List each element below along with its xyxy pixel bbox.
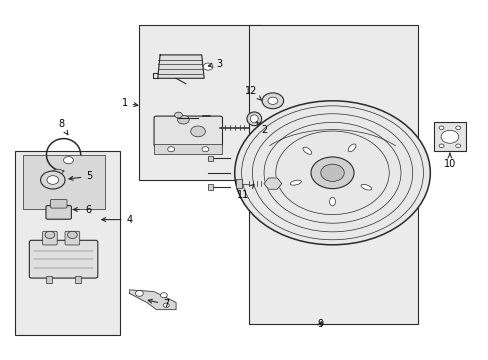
Circle shape bbox=[267, 97, 277, 104]
Circle shape bbox=[455, 126, 460, 130]
Bar bbox=[207, 156, 212, 161]
Bar bbox=[75, 276, 81, 283]
Bar bbox=[154, 144, 222, 154]
Text: 11: 11 bbox=[236, 184, 253, 200]
Circle shape bbox=[45, 231, 55, 238]
FancyBboxPatch shape bbox=[50, 199, 67, 208]
Bar bbox=[249, 25, 417, 324]
Circle shape bbox=[455, 144, 460, 148]
Text: 8: 8 bbox=[58, 119, 68, 135]
FancyBboxPatch shape bbox=[65, 231, 80, 245]
Ellipse shape bbox=[246, 112, 261, 126]
Circle shape bbox=[135, 291, 143, 296]
Ellipse shape bbox=[360, 184, 371, 190]
Ellipse shape bbox=[347, 144, 355, 152]
Circle shape bbox=[167, 147, 174, 152]
Text: 7: 7 bbox=[148, 299, 169, 309]
Circle shape bbox=[174, 112, 182, 118]
FancyBboxPatch shape bbox=[433, 122, 465, 151]
FancyBboxPatch shape bbox=[42, 231, 57, 245]
Circle shape bbox=[190, 126, 205, 137]
Circle shape bbox=[202, 147, 208, 152]
Ellipse shape bbox=[329, 197, 335, 206]
Circle shape bbox=[160, 293, 167, 298]
Ellipse shape bbox=[303, 147, 311, 154]
Bar bbox=[23, 155, 105, 209]
Circle shape bbox=[310, 157, 353, 189]
Text: 6: 6 bbox=[73, 204, 91, 215]
Polygon shape bbox=[129, 290, 176, 310]
Bar bbox=[15, 151, 120, 335]
Text: 5: 5 bbox=[69, 171, 92, 181]
Bar bbox=[46, 276, 52, 283]
Circle shape bbox=[163, 303, 169, 307]
Polygon shape bbox=[264, 178, 281, 189]
Bar bbox=[236, 179, 242, 188]
Circle shape bbox=[440, 130, 458, 143]
Circle shape bbox=[177, 115, 189, 124]
Circle shape bbox=[63, 157, 73, 164]
Bar bbox=[139, 25, 261, 180]
Circle shape bbox=[438, 126, 443, 130]
FancyBboxPatch shape bbox=[154, 116, 222, 147]
Circle shape bbox=[320, 164, 344, 181]
Text: 1: 1 bbox=[122, 98, 138, 108]
Circle shape bbox=[47, 176, 59, 184]
Text: 12: 12 bbox=[244, 86, 261, 100]
Circle shape bbox=[262, 93, 283, 109]
FancyBboxPatch shape bbox=[29, 240, 98, 278]
FancyBboxPatch shape bbox=[46, 206, 71, 219]
Circle shape bbox=[203, 63, 212, 70]
Text: 2: 2 bbox=[256, 122, 266, 135]
Circle shape bbox=[234, 101, 429, 245]
Ellipse shape bbox=[250, 115, 258, 123]
Bar bbox=[207, 184, 212, 190]
Text: 3: 3 bbox=[208, 59, 222, 69]
Circle shape bbox=[41, 171, 65, 189]
Ellipse shape bbox=[52, 169, 63, 174]
Ellipse shape bbox=[289, 180, 301, 185]
Polygon shape bbox=[157, 55, 204, 78]
Text: 4: 4 bbox=[102, 215, 132, 225]
Circle shape bbox=[438, 144, 443, 148]
Text: 9: 9 bbox=[317, 319, 323, 329]
Text: 10: 10 bbox=[443, 153, 455, 169]
Circle shape bbox=[67, 231, 77, 238]
